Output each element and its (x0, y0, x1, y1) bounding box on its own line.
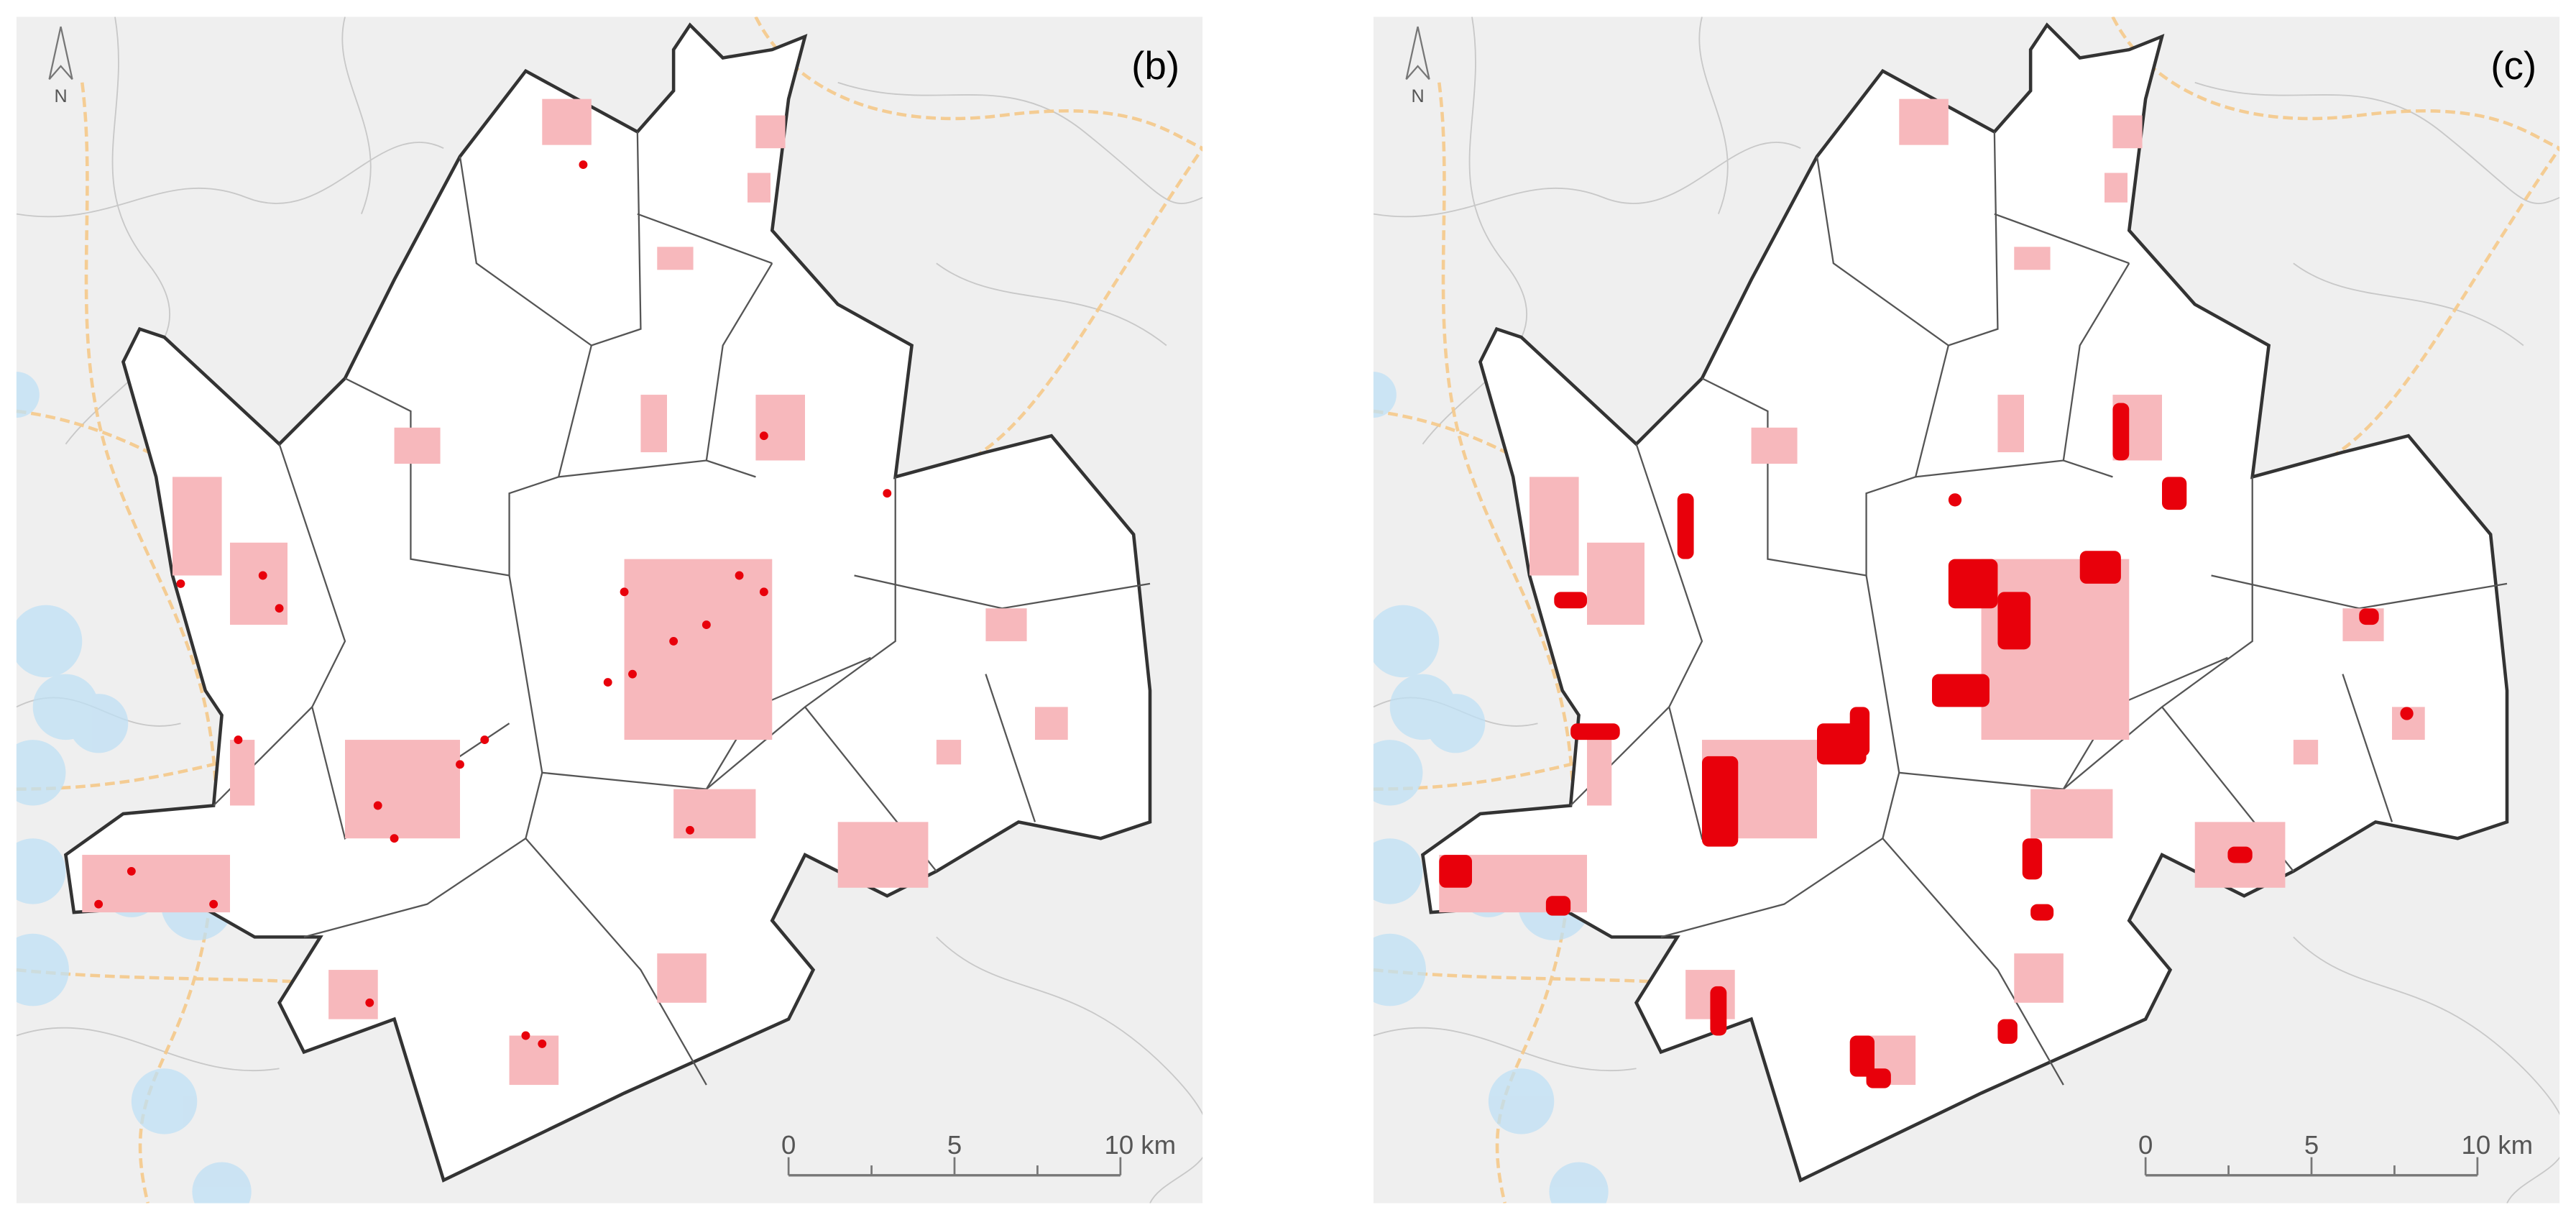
red-site (2112, 403, 2130, 461)
red-site (538, 1039, 547, 1048)
red-site (521, 1031, 530, 1040)
north-label: N (1411, 86, 1424, 106)
red-site (1948, 559, 1998, 609)
scale-label: 10 km (2461, 1130, 2533, 1160)
scale-label: 0 (781, 1130, 796, 1160)
red-site (1545, 896, 1571, 916)
scale-label: 5 (2304, 1130, 2319, 1160)
panel-label: (c) (2490, 43, 2536, 88)
red-site (258, 571, 267, 580)
red-site (390, 834, 399, 843)
red-site (686, 825, 694, 835)
red-site (759, 431, 768, 441)
red-site (456, 760, 464, 769)
red-site (702, 620, 711, 630)
red-site (2030, 904, 2054, 921)
red-site (1932, 674, 1990, 707)
red-site (1439, 855, 1472, 888)
scale-label: 0 (2138, 1130, 2153, 1160)
red-site (1702, 756, 1739, 847)
red-site (759, 587, 768, 597)
red-site (603, 678, 612, 687)
red-site (735, 571, 744, 580)
red-site (883, 489, 892, 498)
red-site (2022, 838, 2043, 880)
red-site (2227, 846, 2253, 863)
red-site (1554, 592, 1587, 609)
red-site (1817, 723, 1867, 765)
red-site (669, 636, 678, 646)
red-site (1997, 592, 2031, 650)
red-site (1710, 986, 1727, 1036)
red-site (365, 998, 374, 1007)
map-panel-b (0, 17, 1210, 1220)
red-site (1677, 493, 1694, 559)
red-site (176, 579, 185, 588)
red-site (1849, 1035, 1874, 1077)
map-panel-c (1351, 17, 2567, 1220)
north-arrow (1405, 26, 1430, 80)
north-arrow (48, 26, 73, 80)
red-site (2359, 608, 2379, 625)
red-site (1866, 1068, 1891, 1088)
red-site (1948, 493, 1962, 507)
red-site (480, 735, 489, 745)
red-site (620, 587, 629, 597)
red-site (209, 899, 218, 909)
red-site (2162, 477, 2187, 510)
scale-label: 10 km (1104, 1130, 1176, 1160)
red-site (2400, 707, 2414, 720)
red-site (579, 160, 588, 170)
red-site (628, 669, 637, 679)
red-site (234, 735, 243, 745)
scale-label: 5 (947, 1130, 962, 1160)
red-site (373, 801, 382, 810)
red-site (126, 866, 136, 876)
panel-label: (b) (1131, 43, 1179, 88)
north-label: N (54, 86, 67, 106)
red-site (1570, 723, 1620, 740)
red-site (2079, 551, 2121, 584)
red-site (94, 899, 104, 909)
red-site (275, 604, 284, 613)
red-site (1997, 1019, 2018, 1044)
